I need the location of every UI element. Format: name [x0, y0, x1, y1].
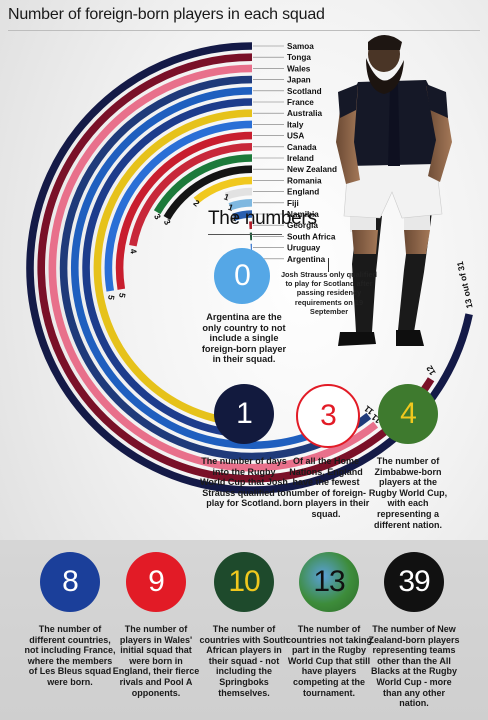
stat-caption: The number of days into the Rugby World … — [200, 456, 288, 509]
arc-bar-ireland — [153, 154, 253, 215]
value-label: 4 — [128, 248, 139, 255]
stat-caption: Of all the Home Nations, England have th… — [282, 456, 370, 519]
country-label: Canada — [287, 143, 317, 152]
arc-bar-usa — [115, 131, 253, 290]
country-label: England — [287, 188, 319, 197]
stat-circle-10: 10 — [214, 552, 274, 612]
country-label: Namibia — [287, 210, 319, 219]
arc-bar-new-zealand — [163, 165, 253, 220]
stat-value: 4 — [400, 397, 417, 430]
country-label: USA — [287, 132, 304, 141]
stat-circle-8: 8 — [40, 552, 100, 612]
arc-bar-scotland — [71, 87, 310, 449]
country-label: Ireland — [287, 154, 314, 163]
strauss-note: Josh Strauss only qualified to play for … — [280, 270, 378, 316]
arc-bar-wales — [48, 64, 379, 472]
country-label: France — [287, 98, 314, 107]
arc-bar-canada — [129, 143, 253, 247]
stat-circle-13: 13 — [299, 552, 359, 612]
arc-bar-fiji — [228, 198, 253, 211]
arc-bar-italy — [104, 120, 253, 292]
stat-circle-4: 4 — [378, 384, 438, 444]
arc-bar-samoa — [26, 42, 473, 494]
arc-bar-tonga — [37, 53, 435, 483]
stat-value: 39 — [398, 565, 430, 598]
stat-caption: Argentina are the only country to not in… — [201, 312, 287, 365]
country-label: Italy — [287, 120, 304, 129]
value-label: 3 — [162, 217, 173, 226]
country-label: Samoa — [287, 42, 314, 51]
stat-value: 10 — [228, 565, 260, 598]
stat-caption: The number of players in Wales' initial … — [112, 624, 200, 698]
value-label: 2 — [191, 198, 201, 209]
country-label: Scotland — [287, 87, 322, 96]
country-label: New Zealand — [287, 165, 337, 174]
value-label: 5 — [106, 294, 117, 301]
country-label: Wales — [287, 64, 311, 73]
numbers-heading: The numbers — [208, 208, 317, 229]
value-label: 1 — [223, 191, 231, 202]
stat-value: 0 — [234, 259, 251, 292]
stat-value: 3 — [320, 399, 337, 432]
stat-value: 1 — [236, 397, 253, 430]
country-label: Australia — [287, 109, 322, 118]
country-label: Fiji — [287, 199, 299, 208]
stat-caption: The number of countries with South Afric… — [199, 624, 289, 698]
arc-bar-france — [82, 98, 253, 438]
arc-bar-japan — [59, 75, 372, 461]
stat-circle-9: 9 — [126, 552, 186, 612]
country-label: Japan — [287, 76, 311, 85]
value-label: 5 — [117, 292, 128, 299]
numbers-divider — [208, 234, 282, 235]
country-label: Tonga — [287, 53, 311, 62]
value-label: 12 — [424, 364, 438, 378]
title-divider — [8, 30, 480, 31]
stat-circle-39: 39 — [384, 552, 444, 612]
arc-bar-namibia — [232, 210, 253, 221]
stat-value: 9 — [148, 565, 165, 598]
callout-line — [328, 258, 329, 272]
rugby-player-photo — [336, 35, 452, 346]
arc-bar-england — [224, 187, 253, 200]
country-label: South Africa — [287, 232, 336, 241]
country-label: Romania — [287, 176, 322, 185]
stat-value: 13 — [313, 565, 345, 598]
stat-caption: The number of countries not taking part … — [285, 624, 372, 698]
chart-title: Number of foreign-born players in each s… — [8, 6, 325, 23]
stat-circle-0: 0 — [214, 248, 270, 304]
arc-bar-australia — [93, 109, 253, 427]
arc-bar-romania — [193, 176, 253, 204]
stat-circle-3: 3 — [296, 384, 360, 448]
value-label: 1 — [231, 212, 239, 223]
stat-caption: The number of different countries, not i… — [24, 624, 116, 687]
country-label: Georgia — [287, 221, 318, 230]
stat-value: 8 — [62, 565, 79, 598]
country-label: Argentina — [287, 255, 326, 264]
country-label: Uruguay — [287, 244, 321, 253]
stat-circle-1: 1 — [214, 384, 274, 444]
value-label: 3 — [152, 212, 163, 221]
value-label: 1 — [227, 202, 235, 213]
stat-caption: The number of Zimbabwe-born players at t… — [368, 456, 448, 530]
stat-caption: The number of New Zealand-born players r… — [368, 624, 460, 709]
